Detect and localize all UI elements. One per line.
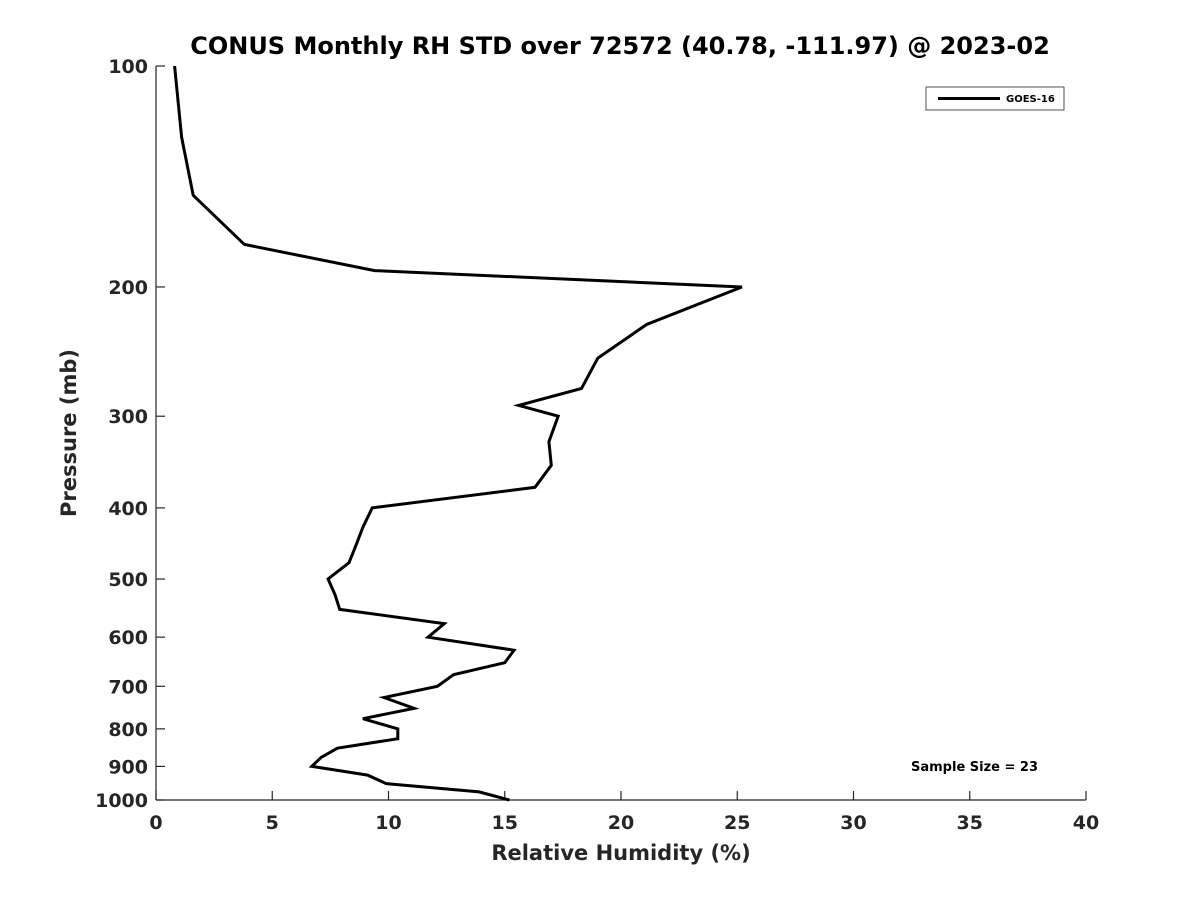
y-tick-label: 800	[108, 719, 148, 741]
y-tick-label: 400	[108, 498, 148, 520]
series-group	[173, 65, 743, 802]
x-tick-label: 15	[492, 812, 518, 834]
x-tick-label: 30	[840, 812, 866, 834]
series-line-goes-16	[173, 65, 743, 802]
y-tick-label: 200	[108, 277, 148, 299]
y-tick-label: 1000	[95, 790, 148, 812]
chart-title: CONUS Monthly RH STD over 72572 (40.78, …	[190, 32, 1050, 60]
y-tick-label: 500	[108, 569, 148, 591]
y-tick-label: 600	[108, 627, 148, 649]
x-ticks: 0 5 10 15 20 25 30 35 40	[149, 791, 1099, 834]
x-tick-label: 5	[266, 812, 279, 834]
y-tick-label: 900	[108, 756, 148, 778]
x-axis-label: Relative Humidity (%)	[491, 841, 750, 865]
x-tick-label: 10	[375, 812, 401, 834]
x-tick-label: 0	[149, 812, 162, 834]
axes	[155, 66, 1086, 801]
y-tick-label: 300	[108, 406, 148, 428]
y-ticks: 100 200 300 400 500 600 700 800 900 1000	[95, 56, 165, 812]
x-tick-label: 20	[608, 812, 634, 834]
y-tick-label: 100	[108, 56, 148, 78]
x-tick-label: 35	[957, 812, 983, 834]
x-tick-label: 40	[1073, 812, 1099, 834]
x-tick-label: 25	[724, 812, 750, 834]
legend: GOES-16	[925, 86, 1065, 111]
sample-size-annotation: Sample Size = 23	[911, 760, 1038, 775]
y-axis-label: Pressure (mb)	[57, 349, 81, 517]
legend-label: GOES-16	[1006, 94, 1055, 105]
y-tick-label: 700	[108, 676, 148, 698]
